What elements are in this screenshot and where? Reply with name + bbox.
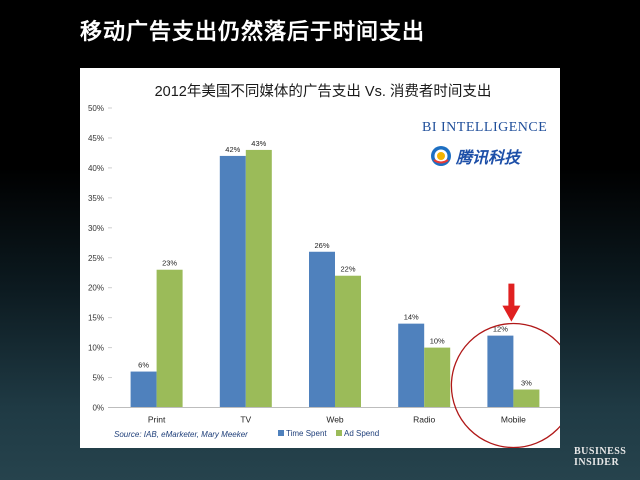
- y-tick-label: 30%: [88, 224, 104, 233]
- data-label-time-spent-radio: 14%: [404, 313, 419, 322]
- bar-time-spent-mobile: [487, 335, 514, 408]
- tencent-tech-text: 腾讯科技: [456, 148, 521, 167]
- y-tick-label: 0%: [92, 404, 104, 413]
- data-label-ad-spend-web: 22%: [340, 265, 355, 274]
- data-label-ad-spend-mobile: 3%: [521, 379, 532, 388]
- bar-time-spent-tv: [219, 155, 246, 408]
- business-insider-logo: BUSINESS INSIDER: [574, 446, 626, 468]
- highlight-arrow-head: [502, 305, 521, 322]
- legend-swatch-ad-spend: [336, 430, 342, 436]
- tencent-tech-logo: 腾讯科技: [430, 143, 550, 169]
- legend-label-ad-spend: Ad Spend: [344, 429, 379, 438]
- bi-intelligence-logo: BI INTELLIGENCE: [422, 120, 552, 136]
- data-label-time-spent-print: 6%: [138, 361, 149, 370]
- x-tick-label-print: Print: [148, 415, 166, 425]
- data-labels: 6% 23% 42% 43% 26% 22% 14% 10% 12% 3%: [138, 139, 532, 388]
- data-label-ad-spend-tv: 43%: [251, 139, 266, 148]
- y-tick-label: 10%: [88, 344, 104, 353]
- data-label-ad-spend-radio: 10%: [430, 337, 445, 346]
- data-label-time-spent-mobile: 12%: [493, 325, 508, 334]
- business-insider-line1: BUSINESS: [574, 446, 627, 457]
- business-insider-line2: INSIDER: [574, 457, 620, 468]
- x-tick-label-mobile: Mobile: [501, 415, 526, 425]
- y-tick-labels: 0% 5% 10% 15% 20% 25% 30% 35% 40% 45% 50%: [88, 104, 104, 413]
- legend-label-time-spent: Time Spent: [286, 429, 327, 438]
- y-tick-label: 20%: [88, 284, 104, 293]
- bar-ad-spend-radio: [424, 347, 451, 408]
- data-label-time-spent-tv: 42%: [225, 145, 240, 154]
- y-tick-label: 15%: [88, 314, 104, 323]
- tencent-penguin-icon: [431, 146, 451, 166]
- bi-intelligence-text: BI INTELLIGENCE: [422, 120, 548, 135]
- x-tick-label-tv: TV: [240, 415, 251, 425]
- bars: [130, 149, 540, 408]
- bar-ad-spend-web: [335, 275, 361, 408]
- bar-time-spent-web: [309, 251, 335, 408]
- bar-ad-spend-print: [156, 269, 183, 408]
- chart-panel: 2012年美国不同媒体的广告支出 Vs. 消费者时间支出 0% 5% 10% 15% 2…: [80, 68, 577, 449]
- y-tick-label: 50%: [88, 104, 104, 113]
- highlight-arrow-shaft: [508, 283, 515, 308]
- bar-ad-spend-mobile: [513, 389, 540, 408]
- y-tick-label: 35%: [88, 194, 104, 203]
- bar-chart: 2012年美国不同媒体的广告支出 Vs. 消费者时间支出 0% 5% 10% 15% 2…: [80, 68, 577, 449]
- bar-time-spent-radio: [398, 323, 425, 408]
- source-note: Source: IAB, eMarketer, Mary Meeker: [114, 430, 248, 439]
- y-tick-label: 5%: [92, 374, 104, 383]
- slide-title: 移动广告支出仍然落后于时间支出: [80, 20, 426, 45]
- x-tick-labels: Print TV Web Radio Mobile: [148, 415, 526, 425]
- legend-swatch-time-spent: [278, 430, 284, 436]
- x-tick-label-web: Web: [326, 415, 344, 425]
- data-label-ad-spend-print: 23%: [162, 259, 177, 268]
- legend: Time Spent Ad Spend: [278, 429, 379, 438]
- y-tick-label: 40%: [88, 164, 104, 173]
- chart-title: 2012年美国不同媒体的广告支出 Vs. 消费者时间支出: [155, 83, 492, 100]
- y-tick-label: 25%: [88, 254, 104, 263]
- y-tick-label: 45%: [88, 134, 104, 143]
- bar-ad-spend-tv: [245, 149, 272, 408]
- bar-time-spent-print: [130, 371, 157, 408]
- data-label-time-spent-web: 26%: [314, 241, 329, 250]
- x-tick-label-radio: Radio: [413, 415, 435, 425]
